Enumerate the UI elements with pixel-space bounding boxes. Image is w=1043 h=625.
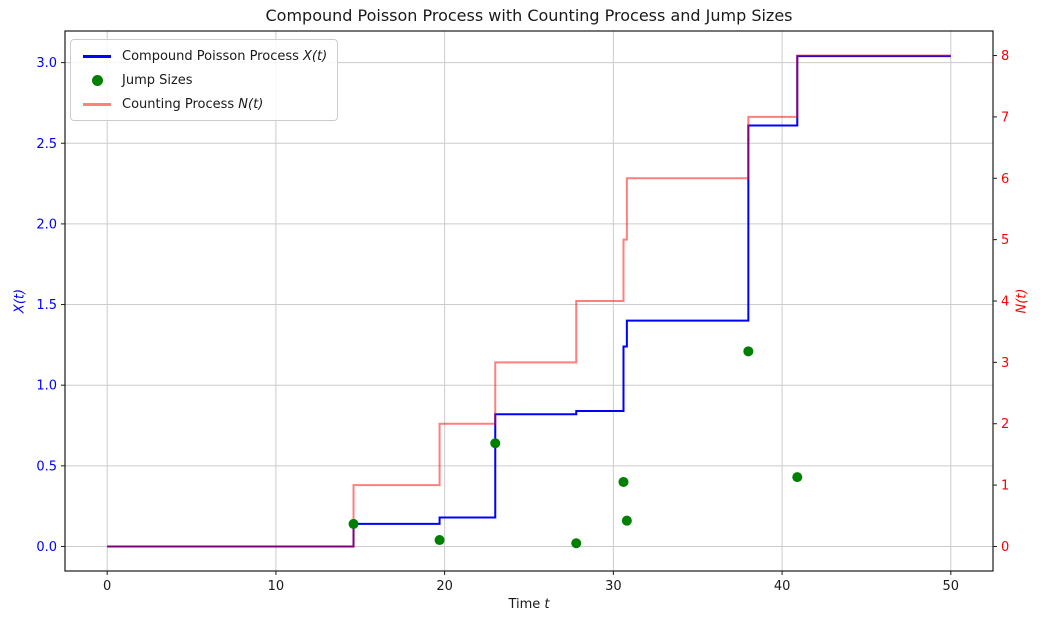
y-tick-label-left: 3.0 (36, 56, 57, 71)
jump-size-dot (621, 515, 632, 526)
legend-swatch-wrap (79, 74, 115, 86)
x-axis-label: Time t (508, 597, 550, 612)
y-tick-label-right: 1 (1001, 479, 1009, 494)
y-tick-label-left: 2.0 (36, 217, 57, 232)
plot-title: Compound Poisson Process with Counting P… (265, 6, 793, 25)
jump-size-dot (348, 518, 359, 529)
y-tick-label-right: 4 (1001, 295, 1009, 310)
legend-label: Jump Sizes (122, 72, 193, 88)
y-tick-label-right: 8 (1001, 49, 1009, 64)
x-tick-label: 50 (943, 579, 960, 594)
y-tick-label-left: 1.5 (36, 298, 57, 313)
jump-size-dot (571, 538, 582, 549)
jump-size-dot (792, 472, 803, 483)
y-tick-label-right: 5 (1001, 233, 1009, 248)
y-axis-label-left: X(t) (12, 288, 28, 314)
x-tick-label: 30 (605, 579, 622, 594)
legend-item-compound-process: Compound Poisson Process X(t) (79, 44, 327, 68)
legend-swatch-wrap (79, 102, 115, 106)
y-tick-label-right: 7 (1001, 110, 1009, 125)
y-tick-label-right: 2 (1001, 417, 1009, 432)
red-line-swatch (83, 102, 111, 106)
y-axis-label-right: N(t) (1014, 288, 1030, 314)
jump-size-dot (743, 346, 754, 357)
legend: Compound Poisson Process X(t) Jump Sizes… (70, 39, 339, 121)
legend-label: Counting Process N(t) (122, 96, 264, 112)
x-tick-label: 10 (268, 579, 285, 594)
counting-process-step-line (107, 54, 951, 548)
jump-size-dot (490, 438, 501, 449)
legend-item-counting-process: Counting Process N(t) (79, 92, 327, 116)
y-tick-label-right: 3 (1001, 356, 1009, 371)
green-dot-swatch (91, 74, 103, 86)
x-tick-label: 40 (774, 579, 791, 594)
x-tick-label: 0 (103, 579, 111, 594)
blue-line-swatch (83, 54, 111, 58)
jump-size-dot (618, 476, 629, 487)
y-tick-label-right: 0 (1001, 540, 1009, 555)
y-tick-label-left: 2.5 (36, 137, 57, 152)
y-tick-label-left: 0.5 (36, 459, 57, 474)
jump-size-dot (434, 535, 445, 546)
compound-poisson-step-line (107, 55, 951, 548)
legend-swatch-wrap (79, 54, 115, 58)
legend-label: Compound Poisson Process X(t) (122, 48, 328, 64)
x-tick-label: 20 (436, 579, 453, 594)
y-tick-label-left: 1.0 (36, 379, 57, 394)
y-tick-label-right: 6 (1001, 172, 1009, 187)
legend-item-jump-sizes: Jump Sizes (79, 68, 327, 92)
y-tick-label-left: 0.0 (36, 540, 57, 555)
